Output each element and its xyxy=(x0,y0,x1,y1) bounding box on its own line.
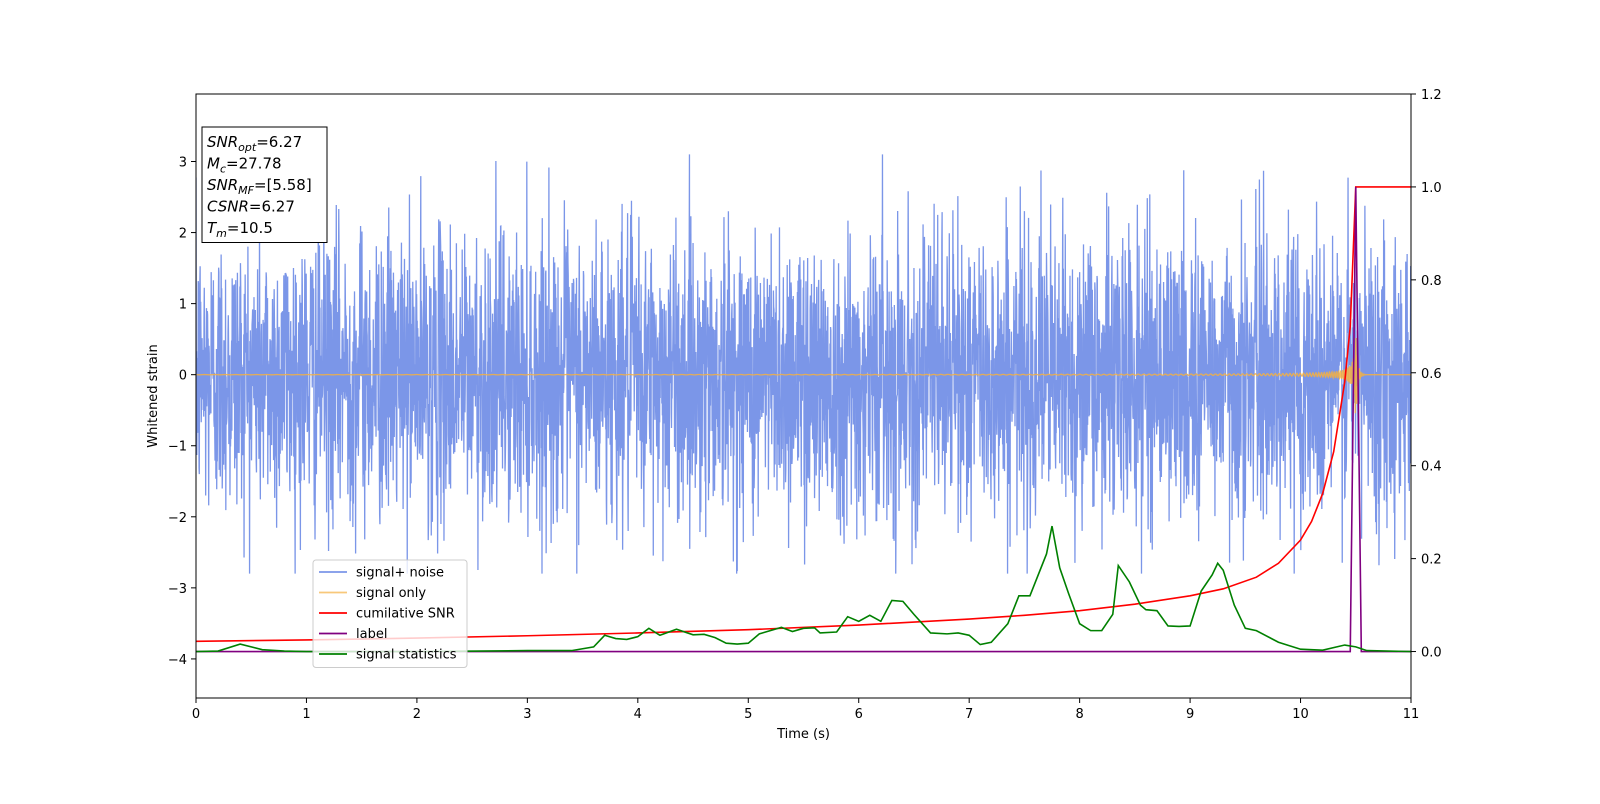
plot-area xyxy=(195,93,1412,699)
x-tick-label: 11 xyxy=(1403,707,1420,722)
x-tick-label: 2 xyxy=(413,707,421,722)
y-tick-label: −3 xyxy=(168,582,187,597)
y-tick-label: −1 xyxy=(168,440,187,455)
legend-label: signal+ noise xyxy=(356,566,444,581)
info-box-frame xyxy=(201,126,328,243)
x-tick-label: 3 xyxy=(523,707,531,722)
legend-label: signal only xyxy=(356,586,426,601)
x-tick-label: 8 xyxy=(1075,707,1083,722)
series-signal-noise xyxy=(196,154,1411,574)
y2-tick-label: 0.8 xyxy=(1421,274,1442,289)
legend-label: signal statistics xyxy=(356,648,457,663)
y-tick-label: 3 xyxy=(179,156,187,171)
x-axis: 0 1 2 3 4 5 6 7 8 9 10 11 xyxy=(192,698,1419,722)
legend-label: cumilative SNR xyxy=(356,607,455,622)
y2-tick-label: 0.4 xyxy=(1421,460,1442,475)
y-tick-label: 0 xyxy=(179,369,187,384)
x-tick-label: 10 xyxy=(1292,707,1309,722)
x-tick-label: 9 xyxy=(1186,707,1194,722)
y-tick-label: 2 xyxy=(179,227,187,242)
x-tick-label: 6 xyxy=(855,707,863,722)
info-line: Tm=10.5 xyxy=(207,219,273,240)
axes-frame xyxy=(195,93,1412,699)
info-line: SNRMF=[5.58] xyxy=(207,176,312,197)
x-tick-label: 4 xyxy=(634,707,642,722)
series-signal-only xyxy=(196,337,1411,414)
y-axis-label: Whitened strain xyxy=(146,344,161,447)
y-axis-left: −4 −3 −2 −1 0 1 2 3 xyxy=(168,156,196,668)
y2-tick-label: 1.0 xyxy=(1421,181,1442,196)
y-tick-label: −2 xyxy=(168,511,187,526)
y2-tick-label: 0.0 xyxy=(1421,646,1442,661)
x-axis-label: Time (s) xyxy=(776,727,830,742)
info-box: SNRopt=6.27Mc=27.78SNRMF=[5.58]CSNR=6.27… xyxy=(201,126,328,243)
x-tick-label: 0 xyxy=(192,707,200,722)
legend-frame xyxy=(312,559,468,668)
info-line: SNRopt=6.27 xyxy=(207,133,302,154)
x-tick-label: 5 xyxy=(744,707,752,722)
series-layer xyxy=(196,154,1411,653)
series-signal-statistics xyxy=(196,525,1411,653)
y2-tick-label: 1.2 xyxy=(1421,88,1442,103)
info-line: Mc=27.78 xyxy=(207,155,282,176)
legend: signal+ noise signal only cumilative SNR la… xyxy=(312,559,468,668)
series-cumilative-snr xyxy=(196,186,1411,643)
info-line: CSNR=6.27 xyxy=(207,198,295,216)
legend-label: label xyxy=(356,627,387,642)
y2-tick-label: 0.2 xyxy=(1421,553,1442,568)
y-axis-right: 0.0 0.2 0.4 0.6 0.8 1.0 1.2 xyxy=(1411,88,1442,661)
y-tick-label: 1 xyxy=(179,298,187,313)
x-tick-label: 7 xyxy=(965,707,973,722)
x-tick-label: 1 xyxy=(302,707,310,722)
y-tick-label: −4 xyxy=(168,653,187,668)
y2-tick-label: 0.6 xyxy=(1421,367,1442,382)
